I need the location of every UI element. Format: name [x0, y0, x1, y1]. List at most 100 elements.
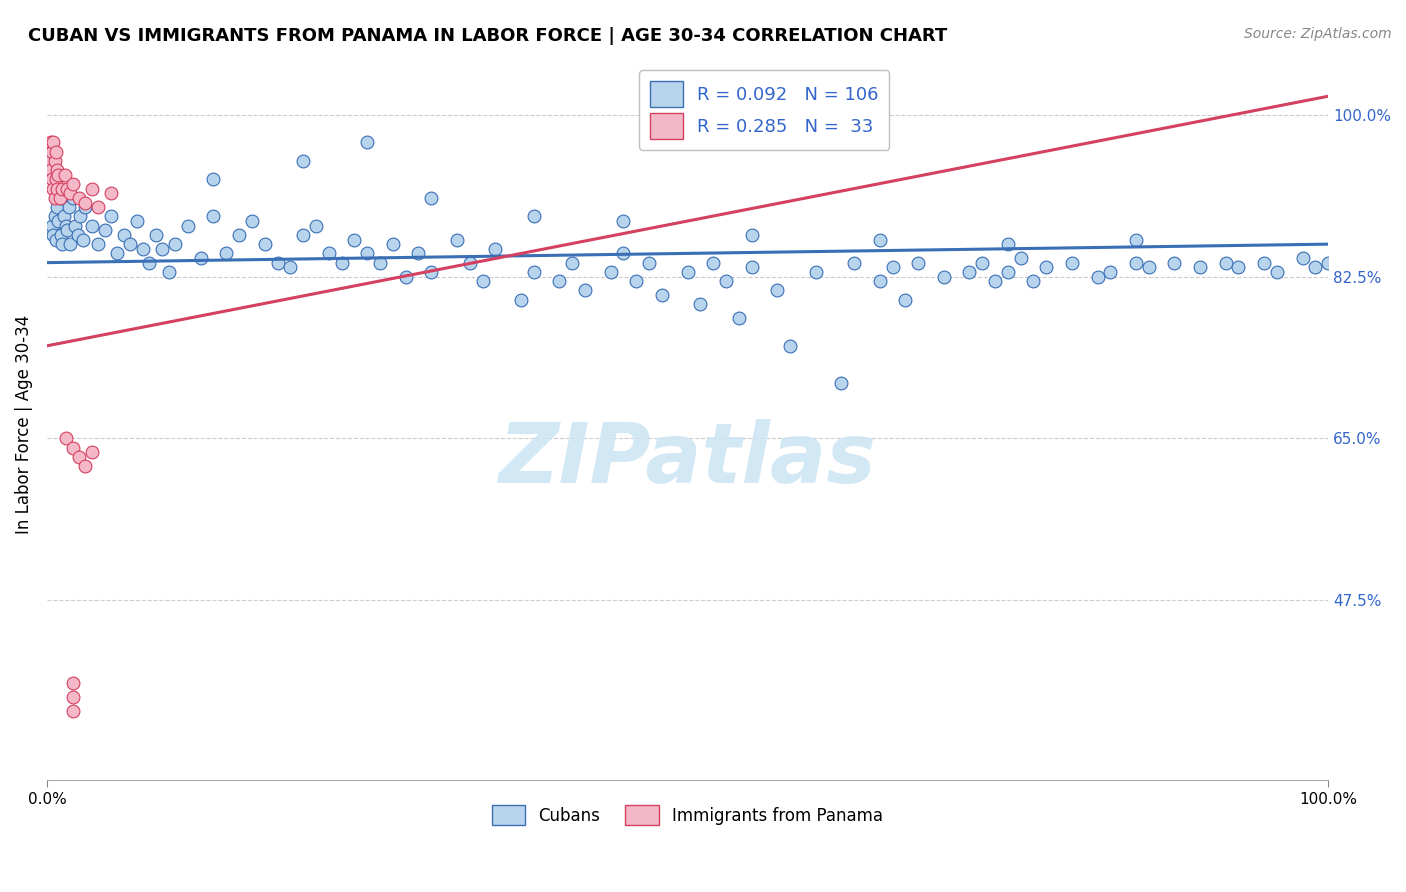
Point [1137, 260, 1160, 275]
Text: ZIPatlas: ZIPatlas [499, 419, 876, 500]
Point [105, 246, 128, 260]
Point [48, 191, 70, 205]
Point [49, 227, 72, 242]
Point [39, 223, 62, 237]
Point [1227, 260, 1250, 275]
Point [907, 255, 929, 269]
Point [42, 227, 65, 242]
Point [45, 145, 67, 159]
Point [548, 274, 571, 288]
Point [484, 242, 506, 256]
Point [42, 136, 65, 150]
Point [100, 210, 122, 224]
Point [120, 237, 142, 252]
Point [202, 210, 225, 224]
Point [80, 182, 103, 196]
Point [138, 255, 160, 269]
Point [368, 255, 391, 269]
Point [150, 242, 173, 256]
Point [1265, 265, 1288, 279]
Point [1099, 265, 1122, 279]
Point [87, 237, 110, 252]
Point [145, 227, 167, 242]
Point [48, 191, 70, 205]
Point [75, 200, 97, 214]
Legend: Cubans, Immigrants from Panama: Cubans, Immigrants from Panama [492, 805, 883, 825]
Point [80, 445, 103, 459]
Point [56, 223, 79, 237]
Point [1163, 255, 1185, 269]
Point [52, 210, 75, 224]
Point [1188, 260, 1211, 275]
Point [1253, 255, 1275, 269]
Point [804, 265, 827, 279]
Point [59, 237, 82, 252]
Point [215, 246, 238, 260]
Point [356, 136, 378, 150]
Point [67, 450, 90, 464]
Point [42, 182, 65, 196]
Point [44, 153, 66, 168]
Point [62, 191, 84, 205]
Point [714, 274, 737, 288]
Point [869, 233, 891, 247]
Point [38, 153, 60, 168]
Point [638, 255, 661, 269]
Point [41, 172, 63, 186]
Point [343, 233, 366, 247]
Point [55, 431, 77, 445]
Point [46, 182, 69, 196]
Point [69, 210, 91, 224]
Point [63, 219, 86, 233]
Point [45, 233, 67, 247]
Point [984, 274, 1007, 288]
Point [523, 265, 546, 279]
Point [292, 153, 315, 168]
Point [62, 676, 84, 690]
Point [356, 246, 378, 260]
Point [62, 704, 84, 718]
Point [56, 182, 79, 196]
Point [420, 191, 443, 205]
Point [1035, 260, 1057, 275]
Point [510, 293, 533, 307]
Point [75, 458, 97, 473]
Point [44, 210, 66, 224]
Point [132, 242, 155, 256]
Point [292, 227, 315, 242]
Point [446, 233, 468, 247]
Point [1291, 251, 1313, 265]
Point [330, 255, 353, 269]
Point [266, 255, 288, 269]
Point [779, 339, 801, 353]
Point [72, 233, 94, 247]
Point [44, 191, 66, 205]
Point [997, 237, 1019, 252]
Point [741, 260, 763, 275]
Point [41, 219, 63, 233]
Point [41, 145, 63, 159]
Point [240, 214, 263, 228]
Point [93, 223, 115, 237]
Point [58, 200, 80, 214]
Point [932, 269, 955, 284]
Point [651, 288, 673, 302]
Point [48, 214, 70, 228]
Point [80, 219, 103, 233]
Point [702, 255, 724, 269]
Point [202, 172, 225, 186]
Point [1010, 251, 1032, 265]
Point [190, 251, 212, 265]
Point [1305, 260, 1327, 275]
Point [100, 186, 122, 201]
Point [1215, 255, 1237, 269]
Point [163, 237, 186, 252]
Point [381, 237, 404, 252]
Point [842, 255, 865, 269]
Point [612, 214, 634, 228]
Point [997, 265, 1019, 279]
Point [48, 168, 70, 182]
Point [157, 265, 180, 279]
Point [62, 441, 84, 455]
Point [561, 255, 583, 269]
